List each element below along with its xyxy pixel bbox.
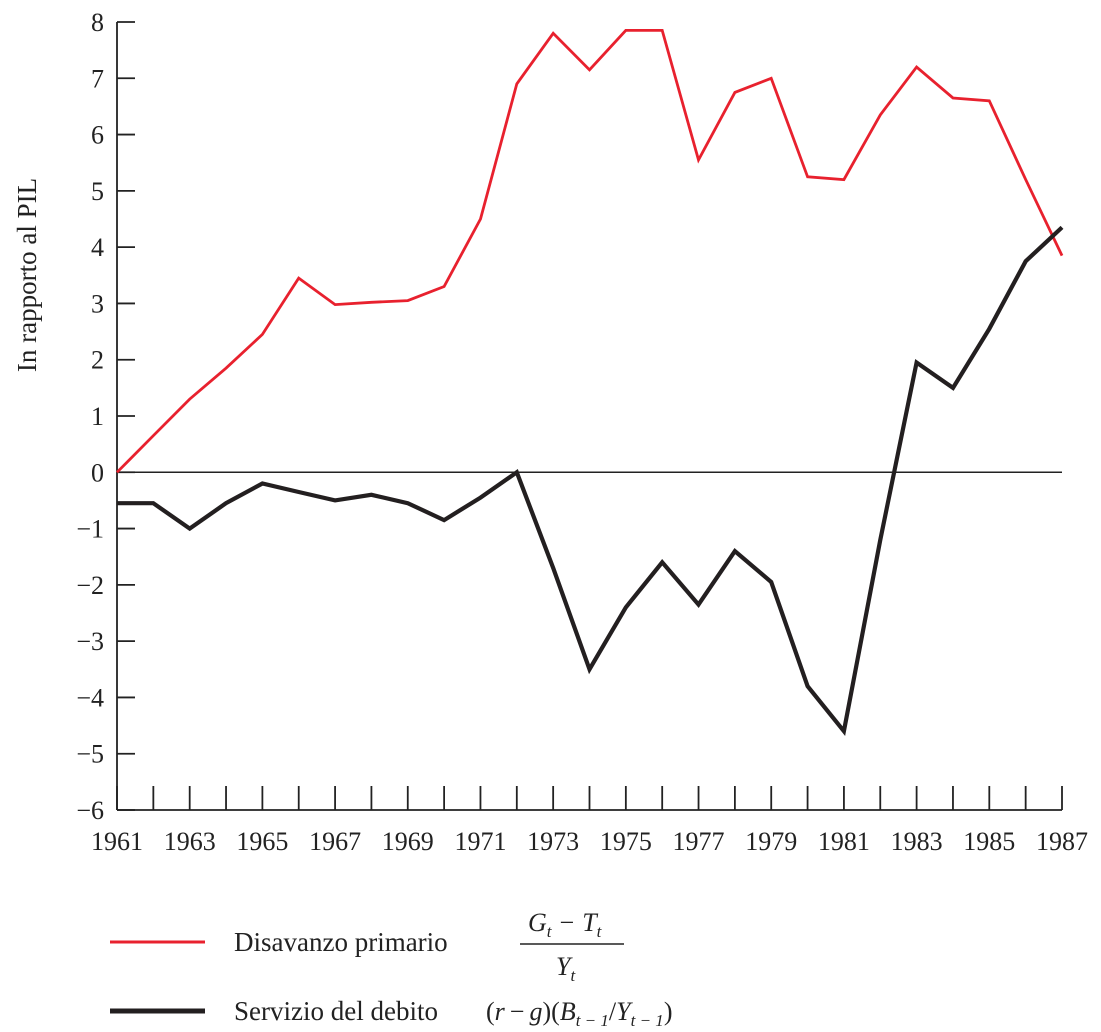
y-tick-label: −3 — [76, 627, 104, 656]
y-tick-label: 1 — [91, 402, 104, 431]
x-tick-label: 1981 — [818, 827, 870, 856]
x-tick-label: 1977 — [673, 827, 725, 856]
y-tick-label: 5 — [91, 177, 104, 206]
formula-g: G — [528, 908, 547, 937]
y-tick-label: 0 — [91, 458, 104, 487]
series-layer — [116, 28, 1064, 737]
y-tick-label: 8 — [91, 8, 104, 37]
formula-minus: − — [560, 908, 575, 937]
y-tick-label: −1 — [76, 515, 104, 544]
y-tick-label: −5 — [76, 740, 104, 769]
y-axis: 8 7 6 5 4 3 2 1 0 −1 −2 −3 −4 −5 −6 — [76, 8, 135, 825]
legend-item-primary-deficit: Disavanzo primario Gt − Tt Yt — [110, 908, 624, 985]
series-line-debt-service — [117, 225, 1064, 737]
x-tick-label: 1971 — [454, 827, 506, 856]
y-tick-label: 3 — [91, 289, 104, 318]
legend: Disavanzo primario Gt − Tt Yt Servizio del… — [110, 908, 672, 1030]
y-tick-label: 4 — [91, 233, 104, 262]
formula-y: Y — [556, 952, 573, 981]
x-axis: 1961 1963 1965 1967 1969 1971 1973 1975 1977 1979… — [91, 786, 1088, 856]
y-tick-label: −6 — [76, 796, 104, 825]
y-tick-label: 7 — [91, 64, 104, 93]
legend-formula-debt-service: (r − g)(Bt − 1/Yt − 1) — [486, 997, 672, 1030]
legend-formula-primary-deficit: Gt − Tt Yt — [520, 908, 624, 985]
formula-t-sub: t — [597, 922, 603, 941]
svg-text:Yt: Yt — [556, 952, 576, 985]
x-tick-label: 1979 — [745, 827, 797, 856]
x-tick-label: 1983 — [891, 827, 943, 856]
legend-label-primary-deficit: Disavanzo primario — [234, 927, 448, 957]
x-tick-label: 1965 — [236, 827, 288, 856]
x-tick-label: 1969 — [382, 827, 434, 856]
x-tick-label: 1961 — [91, 827, 143, 856]
x-tick-label: 1975 — [600, 827, 652, 856]
x-tick-label: 1973 — [527, 827, 579, 856]
svg-text:Gt−Tt: Gt − Tt — [528, 908, 603, 941]
legend-label-debt-service: Servizio del debito — [234, 996, 438, 1026]
y-tick-label: −2 — [76, 571, 104, 600]
formula-y-sub: t — [570, 966, 576, 985]
x-tick-label: 1985 — [963, 827, 1015, 856]
formula-t: T — [582, 908, 598, 937]
legend-item-debt-service: Servizio del debito (r − g)(Bt − 1/Yt − 1) — [110, 996, 672, 1030]
y-axis-title: In rapporto al PIL — [12, 178, 42, 372]
y-tick-label: 2 — [91, 346, 104, 375]
formula-g-sub: t — [547, 922, 553, 941]
x-tick-label: 1967 — [309, 827, 361, 856]
y-tick-label: 6 — [91, 121, 104, 150]
series-line-primary-deficit — [116, 28, 1064, 474]
y-tick-label: −4 — [76, 683, 104, 712]
x-tick-label: 1987 — [1036, 827, 1088, 856]
x-tick-label: 1963 — [164, 827, 216, 856]
